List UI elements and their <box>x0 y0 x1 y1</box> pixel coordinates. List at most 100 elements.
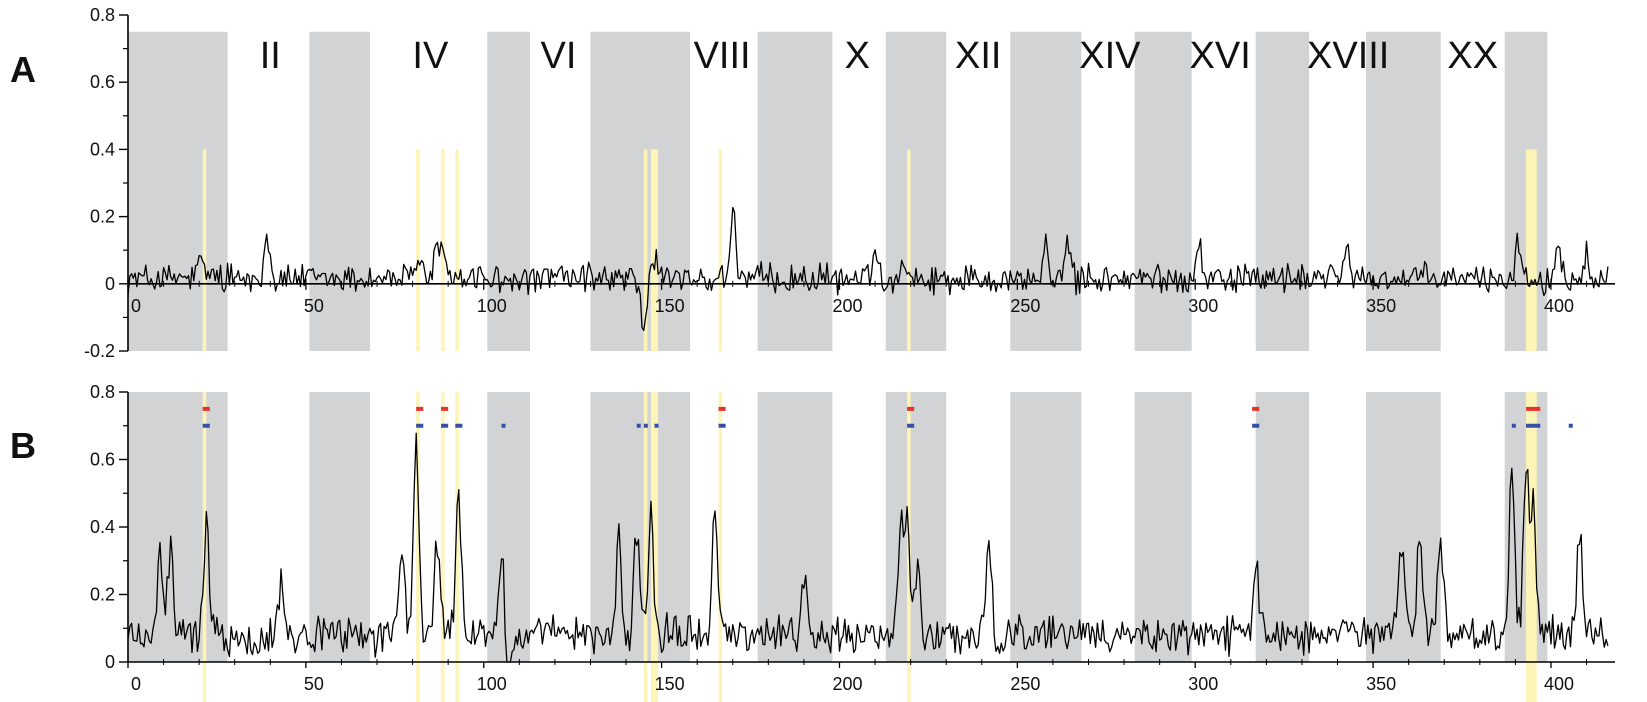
shaded-band-3 <box>590 392 691 662</box>
red-marker-5 <box>1252 406 1260 411</box>
axes: 0 0.2 0.4 0.6 0.8 0 50 100 150 200 250 300 350 400 <box>90 382 1615 694</box>
x-tick-label: 150 <box>655 674 685 694</box>
panel-b: 0 0.2 0.4 0.6 0.8 0 50 100 150 200 250 300 350 400 B <box>10 382 1615 702</box>
blue-marker-2 <box>441 423 449 428</box>
shaded-band-6 <box>1010 392 1082 662</box>
x-tick-label: 0 <box>131 296 141 316</box>
highlight-bar-1 <box>416 149 420 351</box>
shaded-band-9 <box>1365 31 1441 352</box>
shaded-band-2 <box>487 392 530 662</box>
band-label-5: XII <box>955 35 1001 77</box>
shaded-band-7 <box>1134 31 1192 352</box>
highlight-bar-6 <box>718 392 723 702</box>
shaded-band-0 <box>128 31 228 352</box>
panel-a: II IV VI VIII X XII XIV XVI XVIII XX -0.2 0 0.2 0.4 0… <box>10 5 1615 361</box>
y-tick-label: 0.8 <box>90 5 115 25</box>
y-tick-label: 0 <box>105 274 115 294</box>
x-tick-label: 400 <box>1544 674 1574 694</box>
series <box>127 206 1609 332</box>
y-tick-label: 0.6 <box>90 450 115 470</box>
red-marker-1 <box>416 406 424 411</box>
blue-marker-6 <box>643 423 648 428</box>
x-tick-label: 200 <box>832 674 862 694</box>
series-line-a <box>127 206 1609 332</box>
blue-marker-11 <box>1511 423 1516 428</box>
y-tick-label: 0.2 <box>90 207 115 227</box>
highlight-bar-5 <box>650 392 659 702</box>
y-tick-label: 0.2 <box>90 585 115 605</box>
x-tick-label: 250 <box>1010 674 1040 694</box>
shaded-band-5 <box>885 392 947 662</box>
red-marker-4 <box>907 406 915 411</box>
band-label-3: VIII <box>694 35 751 77</box>
highlight-bar-3 <box>455 149 459 351</box>
band-labels: II IV VI VIII X XII XIV XVI XVIII XX <box>260 35 1498 77</box>
x-tick-label: 250 <box>1010 296 1040 316</box>
shaded-band-6 <box>1010 31 1082 352</box>
highlight-bars <box>202 149 1537 351</box>
blue-marker-9 <box>907 423 915 428</box>
shaded-band-8 <box>1255 392 1310 662</box>
blue-marker-1 <box>416 423 424 428</box>
highlight-bar-2 <box>441 392 445 702</box>
x-tick-label: 50 <box>304 674 324 694</box>
y-tick-label: 0.4 <box>90 517 115 537</box>
band-label-7: XVI <box>1190 35 1251 77</box>
blue-marker-8 <box>718 423 726 428</box>
shaded-bands <box>128 31 1548 352</box>
highlight-bar-4 <box>643 149 648 351</box>
shaded-band-4 <box>757 31 833 352</box>
shaded-band-5 <box>885 31 947 352</box>
red-marker-3 <box>718 406 726 411</box>
shaded-band-1 <box>309 392 370 662</box>
x-tick-label: 400 <box>1544 296 1574 316</box>
x-tick-label: 350 <box>1366 674 1396 694</box>
x-tick-label: 200 <box>832 296 862 316</box>
band-label-6: XIV <box>1079 35 1141 77</box>
highlight-bar-1 <box>416 392 420 702</box>
x-tick-label: 300 <box>1188 296 1218 316</box>
band-label-9: XX <box>1447 35 1498 77</box>
blue-marker-3 <box>455 423 463 428</box>
blue-marker-4 <box>501 423 506 428</box>
shaded-band-4 <box>757 392 833 662</box>
highlight-bar-3 <box>455 392 459 702</box>
series-line-b <box>127 432 1609 663</box>
y-tick-label: -0.2 <box>84 341 115 361</box>
panel-letter-a: A <box>10 49 36 90</box>
highlight-bars <box>202 392 1537 702</box>
blue-marker-7 <box>654 423 659 428</box>
red-marker-0 <box>202 406 210 411</box>
blue-marker-5 <box>636 423 641 428</box>
blue-marker-13 <box>1568 423 1573 428</box>
shaded-band-1 <box>309 31 370 352</box>
red-marker-6 <box>1526 406 1541 411</box>
markers <box>202 406 1573 428</box>
shaded-band-2 <box>487 31 530 352</box>
highlight-bar-8 <box>1526 149 1537 351</box>
x-tick-label: 50 <box>304 296 324 316</box>
x-tick-label: 0 <box>131 674 141 694</box>
band-label-8: XVIII <box>1307 35 1389 77</box>
blue-marker-12 <box>1526 423 1541 428</box>
shaded-band-0 <box>128 392 228 662</box>
x-tick-label: 100 <box>477 674 507 694</box>
blue-marker-0 <box>202 423 210 428</box>
red-marker-2 <box>441 406 449 411</box>
highlight-bar-6 <box>718 149 723 351</box>
panel-letter-b: B <box>10 425 36 466</box>
series <box>127 432 1609 663</box>
y-tick-label: 0.4 <box>90 139 115 159</box>
highlight-bar-8 <box>1526 392 1537 702</box>
highlight-bar-4 <box>643 392 648 702</box>
shaded-band-7 <box>1134 392 1192 662</box>
shaded-band-8 <box>1255 31 1310 352</box>
y-tick-label: 0 <box>105 652 115 672</box>
band-label-4: X <box>845 35 870 77</box>
x-tick-label: 300 <box>1188 674 1218 694</box>
highlight-bar-7 <box>907 149 911 351</box>
x-tick-label: 100 <box>477 296 507 316</box>
band-label-1: IV <box>412 35 449 77</box>
axes: -0.2 0 0.2 0.4 0.6 0.8 0 50 100 150 200 250 300 350 40… <box>84 5 1615 361</box>
